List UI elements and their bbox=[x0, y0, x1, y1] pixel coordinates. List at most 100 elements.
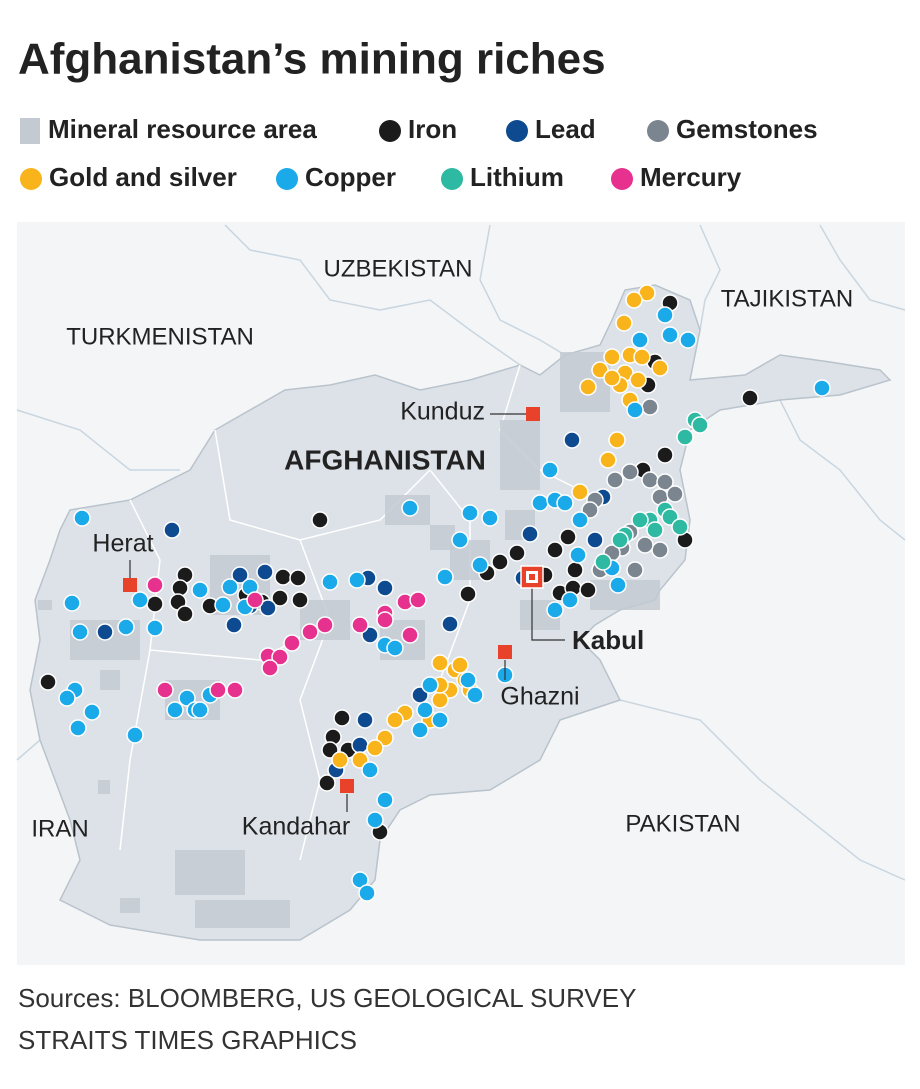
deposit-dot bbox=[321, 573, 339, 591]
city-label: Kunduz bbox=[400, 398, 485, 426]
deposit-dot bbox=[591, 361, 609, 379]
deposit-dot bbox=[376, 579, 394, 597]
deposit-dot bbox=[441, 615, 459, 633]
deposits bbox=[39, 284, 831, 902]
legend-dot bbox=[276, 168, 298, 190]
mineral-area bbox=[500, 420, 540, 490]
country-label: UZBEKISTAN bbox=[324, 255, 473, 282]
deposit-dot bbox=[603, 348, 621, 366]
mineral-area bbox=[100, 670, 120, 690]
legend: Mineral resource area Iron Lead Gemstones Go… bbox=[20, 114, 818, 192]
legend-label: Gold and silver bbox=[49, 162, 237, 192]
deposit-dot bbox=[271, 648, 289, 666]
city-label: Herat bbox=[92, 530, 153, 558]
deposit-dot bbox=[609, 576, 627, 594]
deposit-dot bbox=[741, 389, 759, 407]
deposit-dot bbox=[579, 581, 597, 599]
deposit-dot bbox=[625, 291, 643, 309]
deposit-dot bbox=[521, 525, 539, 543]
deposit-dot bbox=[146, 576, 164, 594]
deposit-dot bbox=[571, 511, 589, 529]
deposit-dot bbox=[316, 616, 334, 634]
legend-dot bbox=[506, 120, 528, 142]
deposit-dot bbox=[69, 719, 87, 737]
deposit-dot bbox=[246, 591, 264, 609]
legend-dot bbox=[379, 120, 401, 142]
credit: STRAITS TIMES GRAPHICS bbox=[18, 1025, 357, 1055]
deposit-dot bbox=[676, 428, 694, 446]
deposit-dot bbox=[459, 585, 477, 603]
deposit-dot bbox=[283, 634, 301, 652]
deposit-dot bbox=[491, 553, 509, 571]
deposit-dot bbox=[656, 306, 674, 324]
legend-label: Mercury bbox=[640, 162, 742, 192]
deposit-dot bbox=[358, 884, 376, 902]
capital-label: Kabul bbox=[572, 625, 644, 655]
deposit-dot bbox=[117, 618, 135, 636]
country-label: IRAN bbox=[31, 815, 88, 842]
deposit-dot bbox=[679, 331, 697, 349]
deposit-dot bbox=[651, 541, 669, 559]
legend-label: Gemstones bbox=[676, 114, 818, 144]
deposit-dot bbox=[599, 451, 617, 469]
deposit-dot bbox=[178, 689, 196, 707]
deposit-dot bbox=[556, 494, 574, 512]
deposit-dot bbox=[376, 611, 394, 629]
deposit-dot bbox=[459, 671, 477, 689]
deposit-dot bbox=[646, 521, 664, 539]
deposit-dot bbox=[376, 791, 394, 809]
legend-swatch bbox=[20, 118, 40, 144]
deposit-dot bbox=[631, 331, 649, 349]
deposit-dot bbox=[461, 504, 479, 522]
deposit-dot bbox=[348, 571, 366, 589]
deposit-dot bbox=[546, 541, 564, 559]
deposit-dot bbox=[666, 485, 684, 503]
deposit-dot bbox=[566, 561, 584, 579]
deposit-dot bbox=[481, 509, 499, 527]
deposit-dot bbox=[641, 471, 659, 489]
deposit-dot bbox=[559, 528, 577, 546]
deposit-dot bbox=[63, 594, 81, 612]
deposit-dot bbox=[471, 556, 489, 574]
deposit-dot bbox=[813, 379, 831, 397]
afghanistan bbox=[29, 284, 892, 941]
deposit-dot bbox=[546, 601, 564, 619]
city-label: Ghazni bbox=[500, 683, 579, 711]
borders bbox=[16, 224, 906, 881]
deposit-dot bbox=[301, 623, 319, 641]
deposit-dot bbox=[351, 736, 369, 754]
deposit-dot bbox=[691, 416, 709, 434]
legend-dot bbox=[20, 168, 42, 190]
deposit-dot bbox=[421, 676, 439, 694]
deposit-dot bbox=[221, 578, 239, 596]
deposit-dot bbox=[366, 739, 384, 757]
mineral-area bbox=[430, 525, 455, 550]
deposit-dot bbox=[291, 591, 309, 609]
deposit-dot bbox=[361, 761, 379, 779]
deposit-dot bbox=[451, 531, 469, 549]
deposit-dot bbox=[656, 446, 674, 464]
mineral-area bbox=[38, 600, 52, 610]
deposit-dot bbox=[629, 371, 647, 389]
deposit-dot bbox=[451, 656, 469, 674]
deposit-dot bbox=[561, 591, 579, 609]
deposit-dot bbox=[569, 546, 587, 564]
deposit-dot bbox=[356, 711, 374, 729]
deposit-dot bbox=[191, 701, 209, 719]
deposit-dot bbox=[401, 626, 419, 644]
deposit-dot bbox=[436, 568, 454, 586]
deposit-dot bbox=[271, 589, 289, 607]
deposit-dot bbox=[71, 623, 89, 641]
deposit-dot bbox=[411, 721, 429, 739]
deposit-dot bbox=[274, 568, 292, 586]
city-marker bbox=[123, 578, 137, 592]
deposit-dot bbox=[431, 654, 449, 672]
deposit-dot bbox=[586, 531, 604, 549]
deposit-dot bbox=[351, 616, 369, 634]
deposit-dot bbox=[163, 521, 181, 539]
country-label: PAKISTAN bbox=[625, 810, 740, 837]
mineral-area bbox=[195, 900, 290, 928]
city-label: Kandahar bbox=[242, 813, 350, 841]
deposit-dot bbox=[431, 691, 449, 709]
